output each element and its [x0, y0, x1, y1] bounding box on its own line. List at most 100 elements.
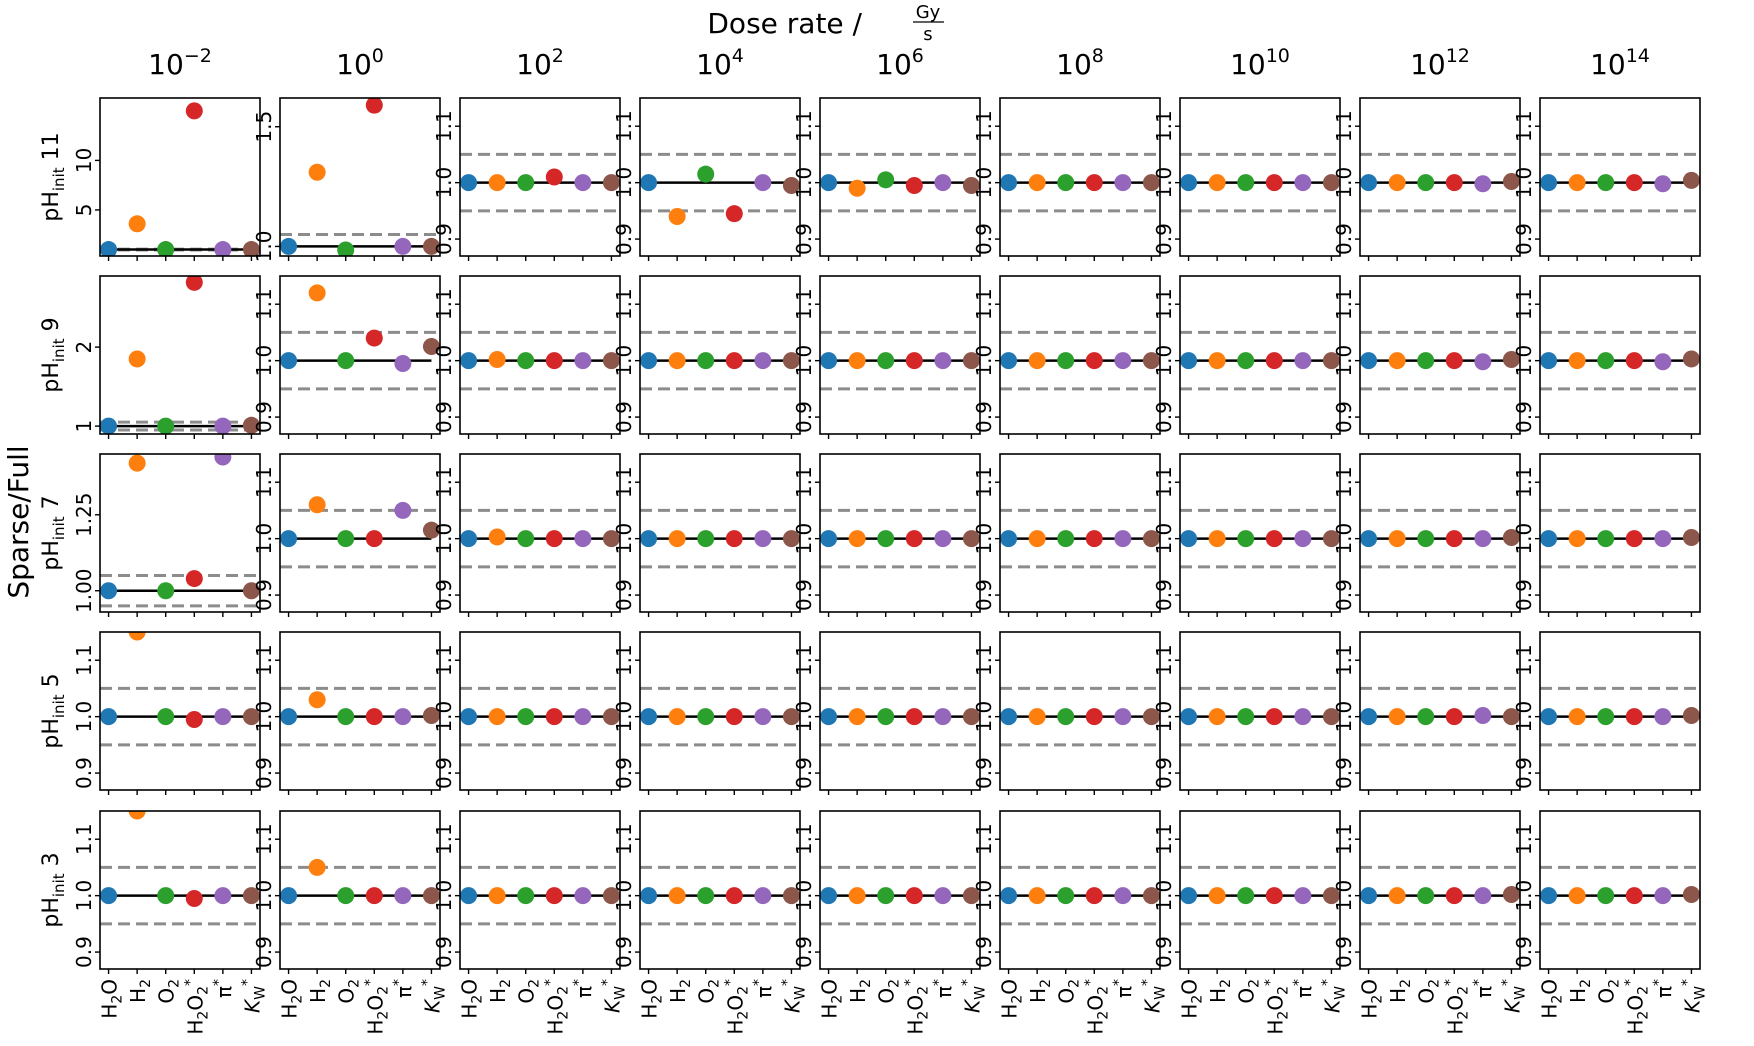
y-tick-label-2: 1.1	[792, 466, 816, 498]
y-tick-label-0: 1	[72, 420, 96, 433]
point-5	[1682, 529, 1700, 547]
panel-frame	[819, 453, 981, 613]
point-1	[128, 454, 146, 472]
x-tick-label-2: O2	[1235, 979, 1263, 1004]
point-4	[1654, 530, 1672, 548]
y-tick-label-2: 1.1	[1512, 823, 1536, 855]
point-3	[365, 530, 383, 548]
point-4	[1474, 887, 1492, 905]
y-tick-label-2: 1.1	[792, 644, 816, 676]
y-tick-label-1: 1.0	[1512, 880, 1536, 912]
y-tick-label-1: 1.0	[1332, 701, 1356, 733]
panel-plot-area	[1540, 865, 1700, 926]
panel-r3-c5: 0.9 1.0 1.1	[972, 631, 1161, 795]
point-1	[128, 632, 146, 641]
panel-frame	[1179, 631, 1341, 791]
point-1	[128, 350, 146, 368]
x-tick-label-2: O2	[1055, 979, 1083, 1004]
point-1	[848, 179, 866, 197]
y-tick-label-0: 0.9	[1332, 223, 1356, 255]
y-tick-label-1: 1.0	[252, 345, 276, 377]
panel-r0-c3: 0.9 1.0 1.1	[612, 97, 801, 261]
panel-frame	[819, 810, 981, 970]
point-5	[1682, 707, 1700, 725]
point-1	[668, 887, 686, 905]
panel-plot-area	[820, 686, 980, 747]
column-header-4: 106	[876, 45, 924, 81]
x-tick-label-4: π*	[1291, 979, 1316, 998]
panel-frame	[999, 275, 1161, 435]
point-2	[517, 174, 535, 192]
y-tick-label-0: 0.9	[432, 223, 456, 255]
panel-r3-c6: 0.9 1.0 1.1	[1152, 631, 1341, 795]
point-5	[422, 338, 440, 356]
panel-frame	[639, 275, 801, 435]
y-tick-label-2: 1.1	[1512, 466, 1536, 498]
point-1	[488, 528, 506, 546]
x-tick-label-0: H2O	[818, 979, 846, 1019]
panel-r3-c4: 0.9 1.0 1.1	[792, 631, 981, 795]
y-tick-label-2: 1.1	[792, 823, 816, 855]
y-tick-label-1: 1.0	[792, 345, 816, 377]
point-5	[1322, 174, 1340, 192]
point-0	[1000, 530, 1018, 548]
y-tick-label-1: 1.0	[612, 880, 636, 912]
point-5	[782, 352, 800, 370]
y-tick-label-2: 1.1	[1152, 466, 1176, 498]
point-5	[1682, 886, 1700, 904]
point-5	[782, 887, 800, 905]
point-2	[337, 708, 355, 726]
point-4	[394, 354, 412, 372]
panel-frame	[1179, 97, 1341, 257]
point-5	[242, 708, 260, 726]
y-tick-label-0: 0.9	[972, 579, 996, 611]
y-tick-label-1: 1.0	[1152, 523, 1176, 555]
panel-plot-area	[1180, 508, 1340, 569]
panel-plot-area	[460, 865, 620, 926]
panel-frame	[459, 97, 621, 257]
panel-plot-area	[1360, 508, 1520, 569]
y-tick-label-0: 0.9	[972, 936, 996, 968]
panel-frame	[1359, 453, 1521, 613]
panel-plot-area	[280, 858, 440, 926]
point-4	[1654, 175, 1672, 193]
point-1	[128, 811, 146, 820]
point-4	[1654, 353, 1672, 371]
y-tick-label-0: 0.9	[252, 579, 276, 611]
y-tick-label-1: 1.0	[792, 167, 816, 199]
point-1	[848, 887, 866, 905]
point-3	[1085, 887, 1103, 905]
point-3	[1625, 887, 1643, 905]
panel-plot-area	[1180, 330, 1340, 391]
panel-plot-area	[100, 632, 260, 747]
panel-frame	[639, 97, 801, 257]
point-2	[157, 582, 175, 600]
panel-frame	[1179, 453, 1341, 613]
point-3	[1445, 887, 1463, 905]
y-tick-label-1: 2	[72, 341, 96, 354]
y-tick-label-0: 0.9	[1332, 757, 1356, 789]
row-label-3: pHinit 5	[39, 673, 68, 748]
y-tick-label-2: 1.1	[612, 466, 636, 498]
point-0	[1360, 352, 1378, 370]
panel-plot-area	[1000, 152, 1160, 213]
panel-plot-area	[640, 865, 800, 926]
y-tick-label-1: 1.0	[72, 701, 96, 733]
panel-frame	[1359, 275, 1521, 435]
point-4	[1114, 352, 1132, 370]
x-tick-label-4: π*	[1471, 979, 1496, 998]
panel-frame	[459, 453, 621, 613]
panel-frame	[819, 275, 981, 435]
x-tick-label-0: H2O	[458, 979, 486, 1019]
y-tick-label-0: 0.9	[792, 757, 816, 789]
y-tick-label-0: 0.9	[792, 579, 816, 611]
panel-plot-area	[100, 102, 260, 256]
point-2	[1417, 887, 1435, 905]
point-4	[754, 352, 772, 370]
panel-r2-c8: 0.9 1.0 1.1	[1512, 453, 1701, 617]
column-header-3: 104	[696, 45, 744, 81]
y-tick-label-1: 1.0	[1332, 880, 1356, 912]
point-4	[574, 174, 592, 192]
